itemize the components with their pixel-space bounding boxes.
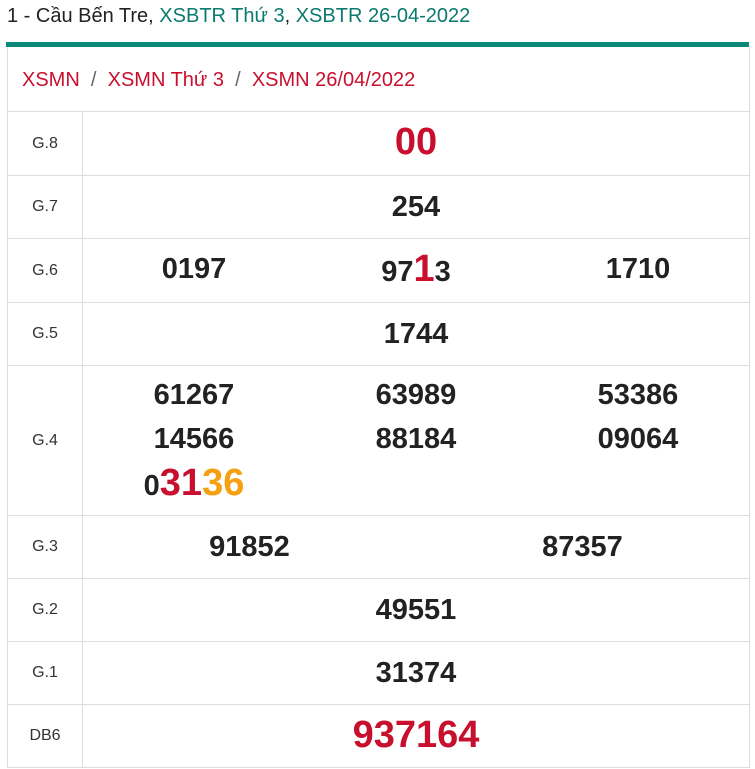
- number-part: 1710: [605, 253, 671, 285]
- number-part: 0: [143, 470, 160, 502]
- prize-label: DB6: [8, 705, 83, 767]
- number-part: 31374: [375, 657, 457, 689]
- prize-row: G.6 0197 9713 1710: [8, 239, 749, 303]
- prize-number: 0197: [83, 247, 305, 294]
- number-part: 53386: [597, 379, 679, 411]
- prize-numbers: 1744: [83, 303, 749, 365]
- title-text: 1 - Cầu Bến Tre,: [7, 5, 160, 27]
- number-part: 1: [413, 248, 435, 290]
- number-part: 91852: [209, 531, 290, 563]
- prize-number: 61267: [83, 373, 305, 417]
- prize-number: 254: [83, 185, 749, 229]
- prize-number: 53386: [527, 373, 749, 417]
- number-part: 87357: [542, 531, 623, 563]
- number-part: 1744: [383, 318, 449, 350]
- prize-number: 09064: [527, 417, 749, 461]
- prize-number: 87357: [416, 525, 749, 569]
- breadcrumb-link[interactable]: XSMN: [22, 69, 80, 91]
- prize-label: G.7: [8, 176, 83, 238]
- prize-number: 1744: [83, 312, 749, 356]
- number-part: 937164: [352, 713, 480, 756]
- prize-numbers: 0197 9713 1710: [83, 239, 749, 302]
- prize-number: 91852: [83, 525, 416, 569]
- number-part: 49551: [375, 594, 457, 626]
- prize-label: G.3: [8, 516, 83, 578]
- prize-row: G.4 61267 63989 53386 14566 88184 09064 03136: [8, 366, 749, 516]
- prize-row: DB6 937164: [8, 705, 749, 767]
- number-part: 3: [434, 256, 451, 288]
- prize-number: 49551: [83, 588, 749, 632]
- breadcrumb-separator: /: [90, 69, 97, 91]
- prize-numbers: 254: [83, 176, 749, 238]
- page-title: 1 - Cầu Bến Tre, XSBTR Thứ 3, XSBTR 26-0…: [7, 5, 470, 28]
- prize-number: 31374: [83, 651, 749, 695]
- number-part: 97: [381, 256, 414, 288]
- prize-row: G.2 49551: [8, 579, 749, 642]
- number-part: 254: [391, 191, 441, 223]
- title-underline: [6, 42, 749, 47]
- prize-numbers: 937164: [83, 705, 749, 767]
- prize-row: G.8 00: [8, 112, 749, 176]
- prize-label: G.1: [8, 642, 83, 704]
- prize-numbers: 31374: [83, 642, 749, 704]
- prize-number: 63989: [305, 373, 527, 417]
- prize-number: 937164: [83, 713, 749, 760]
- prize-numbers: 61267 63989 53386 14566 88184 09064 03136: [83, 366, 749, 515]
- breadcrumb-link[interactable]: XSMN Thứ 3: [107, 69, 224, 91]
- prize-numbers: 91852 87357: [83, 516, 749, 578]
- breadcrumb-separator: /: [235, 69, 241, 91]
- prize-label: G.5: [8, 303, 83, 365]
- number-part: 31: [159, 462, 203, 504]
- title-text: ,: [284, 5, 296, 27]
- prize-label: G.2: [8, 579, 83, 641]
- title-link[interactable]: XSBTR 26-04-2022: [295, 5, 471, 27]
- prize-row: G.1 31374: [8, 642, 749, 705]
- breadcrumb-link[interactable]: XSMN 26/04/2022: [251, 69, 416, 91]
- rows: G.8 00 G.7 254 G.6 0197 9713 1710 G.5 1744 G.4 6126…: [8, 112, 749, 767]
- results-table: XSMN / XSMN Thứ 3 / XSMN 26/04/2022 G.8 0…: [7, 47, 750, 768]
- prize-number: 9713: [305, 247, 527, 294]
- number-part: 63989: [375, 379, 457, 411]
- prize-row: G.7 254: [8, 176, 749, 239]
- prize-label: G.4: [8, 366, 83, 515]
- prize-numbers: 49551: [83, 579, 749, 641]
- number-part: 14566: [153, 423, 235, 455]
- prize-label: G.8: [8, 112, 83, 175]
- prize-label: G.6: [8, 239, 83, 302]
- prize-number: 88184: [305, 417, 527, 461]
- number-part: 0197: [161, 253, 227, 285]
- title-link[interactable]: XSBTR Thứ 3: [159, 5, 285, 27]
- prize-row: G.3 91852 87357: [8, 516, 749, 579]
- prize-number: 1710: [527, 247, 749, 294]
- number-part: 00: [394, 121, 438, 163]
- prize-number: 03136: [83, 461, 305, 508]
- prize-number: 00: [83, 120, 749, 167]
- prize-numbers: 00: [83, 112, 749, 175]
- number-part: 88184: [375, 423, 457, 455]
- prize-row: G.5 1744: [8, 303, 749, 366]
- number-part: 36: [202, 462, 245, 504]
- number-part: 09064: [597, 423, 679, 455]
- breadcrumb: XSMN / XSMN Thứ 3 / XSMN 26/04/2022: [8, 47, 749, 112]
- number-part: 61267: [153, 379, 235, 411]
- prize-number: 14566: [83, 417, 305, 461]
